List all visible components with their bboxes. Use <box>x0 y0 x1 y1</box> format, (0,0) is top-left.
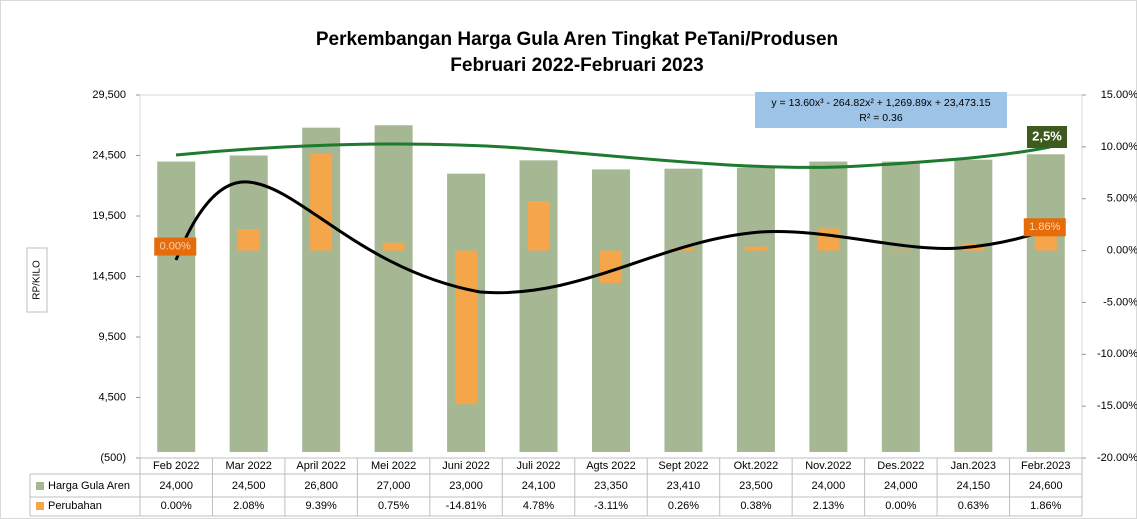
y2-tick-label: 0.00% <box>1107 244 1137 256</box>
y2-tick-label: -20.00% <box>1097 452 1137 464</box>
data-label: 1.86% <box>1029 221 1060 233</box>
price-bar <box>954 159 993 452</box>
x-tick-label: Sept 2022 <box>658 460 708 472</box>
x-tick-label: Feb 2022 <box>153 460 199 472</box>
table-value: 2.13% <box>813 500 844 512</box>
x-tick-label: April 2022 <box>296 460 346 472</box>
x-tick-label: Des.2022 <box>877 460 924 472</box>
table-value: -14.81% <box>446 500 487 512</box>
y-tick-label: 19,500 <box>92 210 126 222</box>
table-value: 0.63% <box>958 500 989 512</box>
table-value: 24,100 <box>522 480 556 492</box>
change-bar <box>817 228 840 251</box>
price-bar <box>736 167 775 452</box>
x-tick-label: Mar 2022 <box>225 460 271 472</box>
y-axis-label: RP/KILO <box>32 260 43 300</box>
annotation: 2,5% <box>1032 128 1062 143</box>
y2-tick-label: -10.00% <box>1097 348 1137 360</box>
change-bar <box>455 250 478 405</box>
table-value: 0.26% <box>668 500 699 512</box>
table-value: 24,500 <box>232 480 266 492</box>
change-bar <box>672 247 695 251</box>
y-tick-label: 29,500 <box>92 89 126 101</box>
change-bar <box>744 246 767 251</box>
price-bar <box>374 125 413 452</box>
equation-box <box>755 92 1007 128</box>
change-bar <box>237 228 260 251</box>
table-value: 27,000 <box>377 480 411 492</box>
x-tick-label: Jan.2023 <box>951 460 996 472</box>
x-tick-label: Okt.2022 <box>734 460 779 472</box>
price-bar <box>881 161 920 452</box>
table-value: 23,000 <box>449 480 483 492</box>
y-tick-label: 4,500 <box>98 391 126 403</box>
table-value: 9.39% <box>306 500 337 512</box>
table-value: 1.86% <box>1030 500 1061 512</box>
table-value: 0.38% <box>740 500 771 512</box>
table-value: 24,000 <box>884 480 918 492</box>
legend-label: Harga Gula Aren <box>48 480 130 492</box>
trendline-r2: R² = 0.36 <box>859 112 903 124</box>
change-bar <box>889 250 912 252</box>
price-trendline <box>175 142 1051 169</box>
change-bar <box>310 153 333 251</box>
table-value: 2.08% <box>233 500 264 512</box>
table-value: 4.78% <box>523 500 554 512</box>
table-value: 0.00% <box>161 500 192 512</box>
data-label-box <box>154 237 197 256</box>
table-value: 24,600 <box>1029 480 1063 492</box>
price-bar <box>664 168 703 452</box>
y2-tick-label: 10.00% <box>1101 141 1137 153</box>
x-tick-label: Juni 2022 <box>442 460 490 472</box>
y2-tick-label: 15.00% <box>1101 89 1137 101</box>
annotation-box <box>1027 126 1067 148</box>
y-label-box <box>26 247 48 313</box>
table-value: 23,500 <box>739 480 773 492</box>
price-bar <box>229 155 268 452</box>
trendline-equation: y = 13.60x³ - 264.82x² + 1,269.89x + 23,… <box>771 97 990 109</box>
x-tick-label: Juli 2022 <box>517 460 561 472</box>
price-bar <box>1026 154 1065 452</box>
plot-area: (500) 4,500 9,500 14,500 19,500 24,500 29,500 -… <box>29 89 1137 517</box>
price-bar <box>157 161 196 452</box>
price-bar <box>592 169 630 452</box>
chart-subtitle: Februari 2022-Februari 2023 <box>450 55 703 76</box>
data-label: 0.00% <box>160 240 191 252</box>
y2-tick-label: -5.00% <box>1103 296 1137 308</box>
y2-tick-label: 5.00% <box>1107 193 1137 205</box>
legend-label: Perubahan <box>48 500 102 512</box>
change-trendline <box>174 180 1051 295</box>
legend-swatch <box>36 502 44 510</box>
x-tick-label: Mei 2022 <box>371 460 416 472</box>
table-value: 0.75% <box>378 500 409 512</box>
y-tick-label: (500) <box>100 452 126 464</box>
data-label-box <box>1023 218 1066 237</box>
change-bar <box>600 250 622 283</box>
y-tick-label: 14,500 <box>92 270 126 282</box>
table-value: 26,800 <box>304 480 338 492</box>
table-value: 24,000 <box>159 480 193 492</box>
x-tick-label: Nov.2022 <box>805 460 851 472</box>
table-value: 0.00% <box>885 500 916 512</box>
table-value: 24,150 <box>956 480 990 492</box>
price-bar <box>809 161 848 452</box>
legend-swatch <box>36 482 44 490</box>
table-value: 23,350 <box>594 480 628 492</box>
y-tick-label: 24,500 <box>92 149 126 161</box>
change-bar <box>382 242 405 251</box>
y2-tick-label: -15.00% <box>1097 400 1137 412</box>
x-tick-label: Agts 2022 <box>586 460 636 472</box>
table-value: -3.11% <box>594 500 628 512</box>
y-tick-label: 9,500 <box>98 331 126 343</box>
table-value: 23,410 <box>667 480 701 492</box>
x-tick-label: Febr.2023 <box>1021 460 1071 472</box>
table-value: 24,000 <box>812 480 846 492</box>
change-bar <box>527 200 550 251</box>
chart-title: Perkembangan Harga Gula Aren Tingkat PeT… <box>316 29 838 50</box>
